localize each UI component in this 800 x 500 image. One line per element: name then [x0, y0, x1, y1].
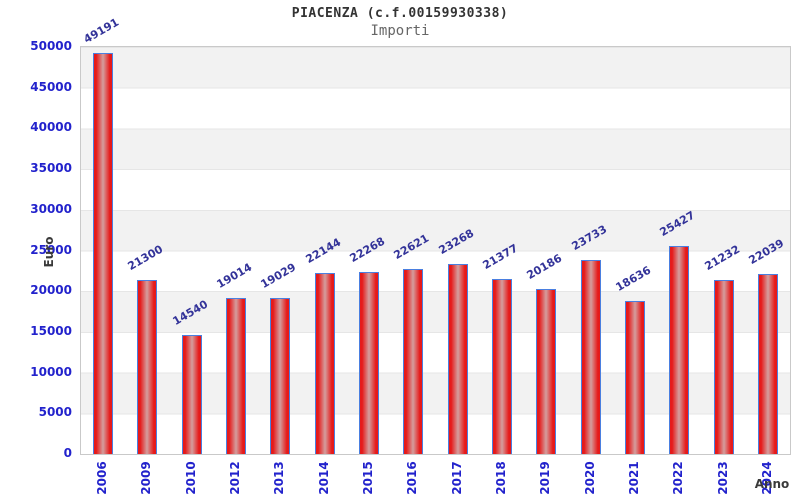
- y-tick-label: 40000: [30, 120, 72, 135]
- bar-2017: [447, 263, 468, 454]
- bar-2013: [270, 298, 291, 454]
- y-tick-label: 50000: [30, 39, 72, 53]
- bar-value-label: 14540: [170, 297, 210, 328]
- x-tick-label: 2020: [582, 461, 597, 495]
- x-tick-label: 2009: [139, 461, 154, 495]
- bar-2015: [359, 271, 380, 454]
- chart-title: PIACENZA (c.f.00159930338): [291, 6, 509, 21]
- x-tick-label: 2018: [493, 461, 508, 495]
- chart-subtitle: Importi: [370, 23, 430, 39]
- bar-value-label: 23268: [436, 226, 476, 257]
- bar-2012: [226, 298, 247, 454]
- plot-area: 49191 21300 14540 19014 19029 22144 22268 22621…: [80, 15, 791, 455]
- bar-value-label: 25427: [657, 208, 698, 240]
- bar-value-label: 21300: [125, 242, 166, 273]
- bar-value-label: 18636: [613, 263, 654, 295]
- x-tick-label: 2019: [538, 461, 553, 495]
- y-tick-label: 30000: [30, 201, 72, 216]
- bar-value-label: 22039: [746, 236, 786, 267]
- x-axis-title: Anno: [754, 477, 790, 491]
- y-tick-label: 10000: [30, 364, 72, 379]
- x-tick-label: 2012: [228, 461, 243, 495]
- bar-value-label: 23733: [569, 222, 609, 253]
- bar-value-label: 20186: [524, 251, 565, 282]
- x-tick-label: 2021: [626, 461, 641, 495]
- bar-value-label: 21377: [480, 241, 521, 272]
- y-axis-title: Euro: [42, 236, 56, 268]
- bar-2024: [757, 273, 778, 454]
- x-tick-label: 2023: [715, 461, 730, 495]
- bar-2020: [580, 259, 601, 454]
- bar-2014: [314, 272, 335, 454]
- bar-2022: [669, 246, 690, 454]
- bar-value-label: 22144: [303, 235, 343, 266]
- x-tick-label: 2014: [316, 461, 331, 495]
- y-tick-label: 15000: [30, 323, 72, 338]
- y-tick-label: 0: [63, 446, 72, 460]
- bar-2019: [536, 288, 557, 454]
- x-tick-label: 2016: [405, 461, 420, 495]
- bar-2006: [93, 52, 114, 454]
- y-tick-label: 5000: [38, 405, 72, 420]
- bar-value-label: 19014: [214, 260, 255, 292]
- x-tick-label: 2015: [361, 461, 376, 495]
- x-tick-label: 2017: [449, 461, 464, 495]
- bar-2009: [137, 279, 158, 454]
- bar-2016: [403, 268, 424, 454]
- y-tick-label: 35000: [30, 161, 72, 176]
- y-tick-label: 45000: [30, 79, 72, 94]
- y-tick-label: 25000: [30, 242, 72, 257]
- bar-value-label: 21232: [702, 242, 742, 274]
- bar-value-label: 22621: [391, 231, 432, 262]
- bar-2021: [624, 301, 645, 454]
- bar-2018: [491, 279, 512, 454]
- y-axis-tick-labels: 0 5000 10000 15000 20000 25000 30000 35000 40000…: [0, 39, 74, 460]
- bar-value-label: 19029: [258, 260, 299, 292]
- bar-value-label: 22268: [347, 234, 388, 265]
- x-axis-tick-labels: 2006 2009 2010 2012 2013 2014 2015 2016 2017 2018…: [80, 453, 789, 500]
- x-tick-label: 2013: [272, 461, 287, 495]
- bar-2023: [713, 280, 734, 454]
- x-tick-label: 2006: [95, 461, 110, 495]
- y-tick-label: 20000: [30, 283, 72, 298]
- x-tick-label: 2022: [671, 461, 686, 495]
- bar-2010: [181, 334, 202, 454]
- x-tick-label: 2010: [183, 461, 198, 495]
